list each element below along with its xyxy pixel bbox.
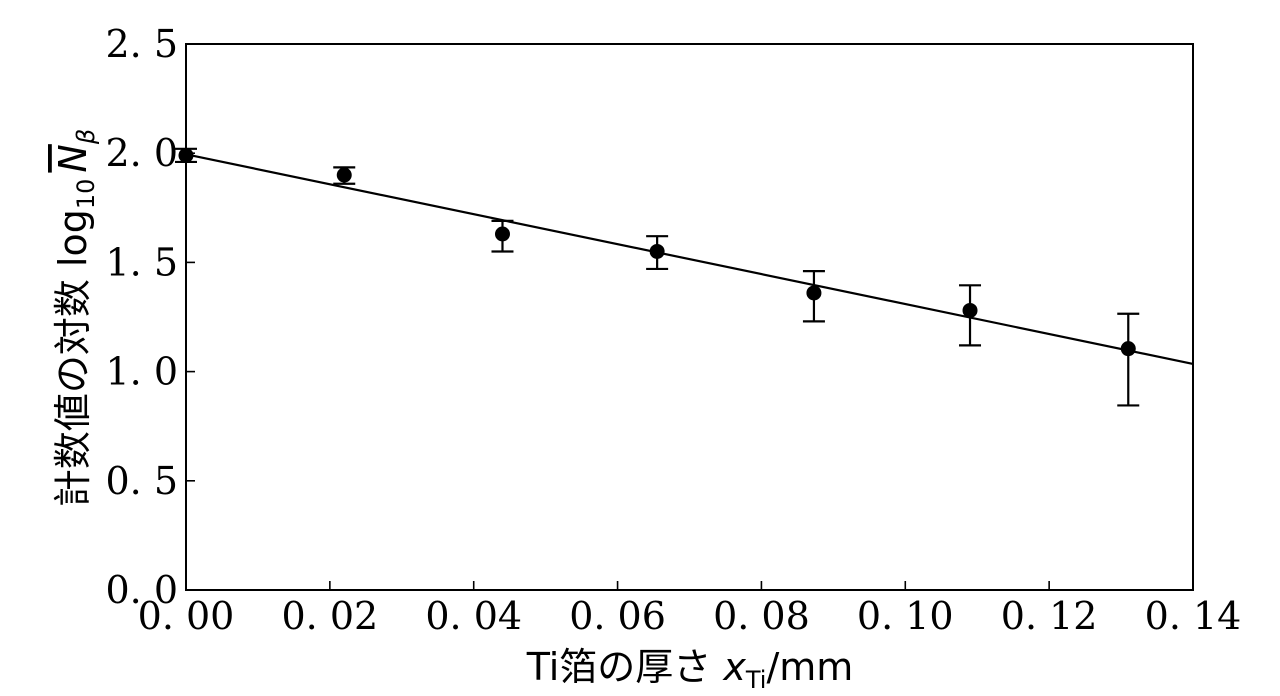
y-axis-label: 計数値の対数 log10 Nβ (51, 129, 100, 507)
x-axis-label-variable: x (722, 645, 746, 689)
y-tick-label: 1. 5 (105, 240, 178, 284)
x-tick-label: 0. 06 (569, 594, 666, 638)
data-point (336, 167, 352, 183)
y-axis-label-variable-subscript: β (72, 129, 100, 145)
x-tick-label: 0. 02 (282, 594, 379, 638)
x-tick-label: 0. 10 (857, 594, 954, 638)
data-point (178, 147, 194, 163)
x-tick-label: 0. 00 (138, 594, 235, 638)
x-tick-label: 0. 04 (425, 594, 522, 638)
plot-frame (185, 43, 1194, 591)
data-point (1120, 341, 1136, 357)
x-tick-label: 0. 12 (1001, 594, 1098, 638)
y-tick-label: 2. 0 (105, 131, 178, 175)
data-point (962, 302, 978, 318)
data-point (806, 285, 822, 301)
y-tick-label: 0. 0 (105, 568, 178, 612)
x-axis-label: Ti箔の厚さ xTi/mm (526, 645, 854, 694)
y-axis-label-prefix: 計数値の対数 (51, 267, 95, 507)
y-axis-label-log-subscript: 10 (72, 179, 100, 210)
x-tick-label: 0. 08 (713, 594, 810, 638)
x-axis-label-prefix: Ti箔の厚さ (526, 645, 724, 689)
fit-line (185, 153, 1194, 366)
x-axis-label-subscript: Ti (745, 666, 767, 694)
data-point (494, 226, 510, 242)
y-tick-label: 0. 5 (105, 459, 178, 503)
x-tick-label: 0. 14 (1145, 594, 1242, 638)
y-axis-label-variable: N (51, 144, 95, 172)
y-tick-label: 2. 5 (105, 22, 178, 66)
data-point (649, 243, 665, 259)
y-axis-label-log: log (51, 209, 95, 267)
y-tick-label: 1. 0 (105, 350, 178, 394)
x-axis-label-suffix: /mm (766, 645, 853, 689)
